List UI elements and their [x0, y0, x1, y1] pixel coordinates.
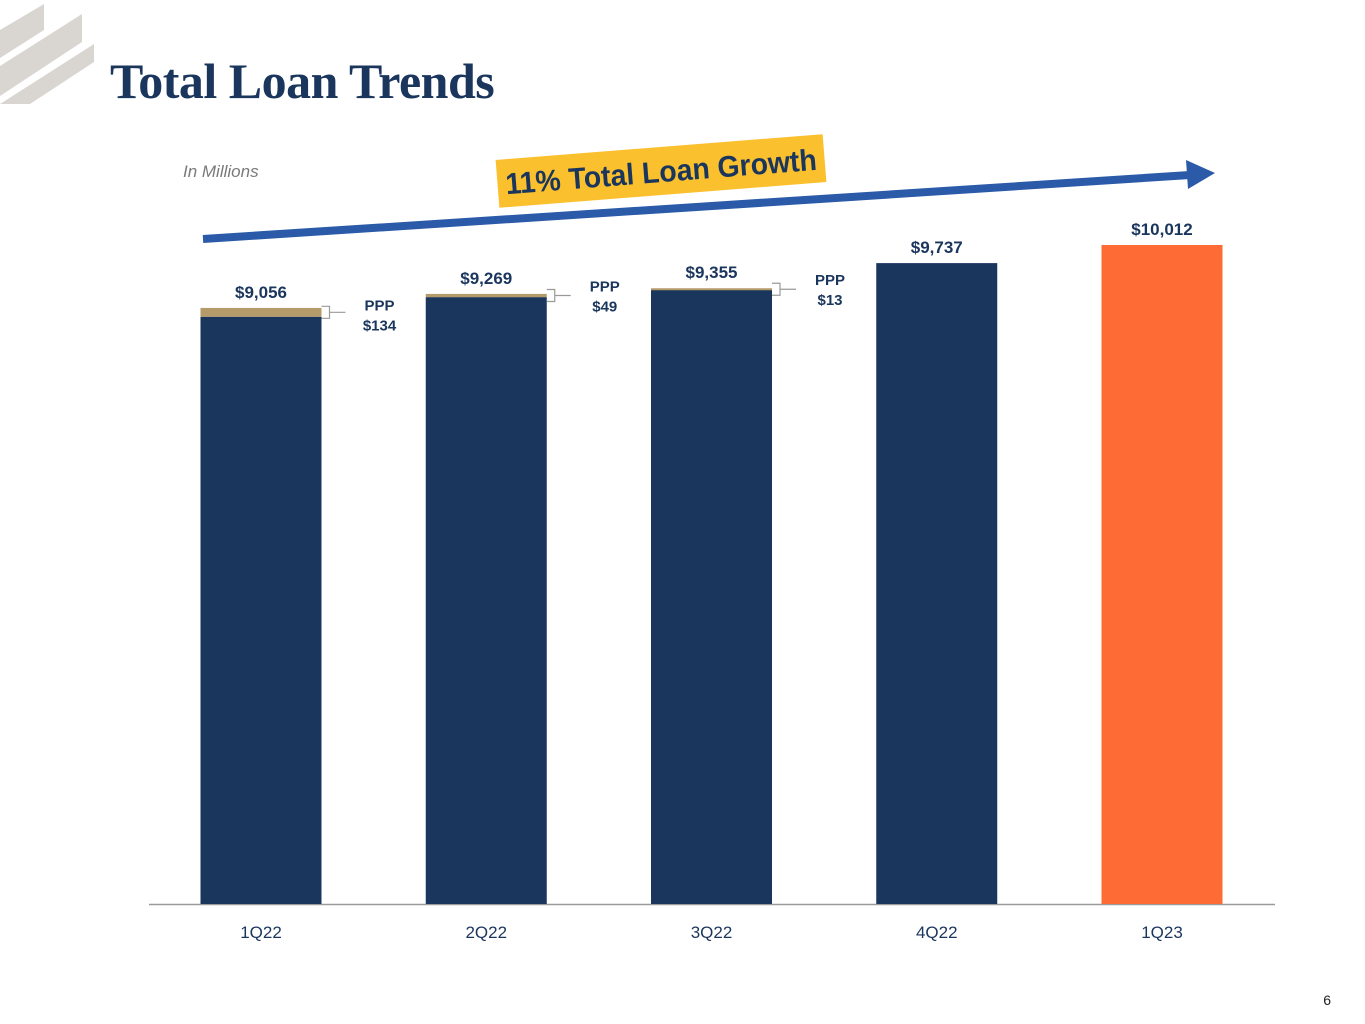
growth-arrow-head	[1186, 160, 1215, 189]
ppp-bracket	[546, 288, 571, 303]
ppp-segment-1q22	[200, 307, 322, 317]
x-tick-label: 3Q22	[691, 923, 733, 942]
annotation-highlight	[495, 134, 827, 208]
growth-arrow-shaft	[202, 171, 1191, 243]
x-tick-label: 1Q23	[1141, 923, 1183, 942]
ppp-bracket	[772, 282, 796, 296]
data-label: $10,012	[1131, 220, 1192, 239]
ppp-value-label: $13	[817, 292, 842, 309]
bar-4q22	[876, 263, 998, 904]
x-tick-label: 2Q22	[465, 923, 507, 942]
data-label: $9,269	[460, 269, 512, 288]
data-label: $9,737	[911, 238, 963, 257]
ppp-value-label: $49	[592, 299, 617, 316]
data-label: $9,056	[235, 283, 287, 302]
logo-stripe	[0, 44, 94, 104]
ppp-label: PPP	[364, 297, 394, 314]
ppp-value-label: $134	[363, 317, 397, 334]
x-tick-label: 1Q22	[240, 923, 282, 942]
growth-annotation: 11% Total Loan Growth	[495, 134, 827, 208]
data-label: $9,355	[686, 263, 738, 282]
company-logo	[0, 4, 94, 104]
bar-3q22	[651, 289, 772, 904]
bar-1q23	[1101, 245, 1223, 904]
units-note: In Millions	[183, 162, 259, 181]
page-number: 6	[1323, 992, 1331, 1008]
page-title: Total Loan Trends	[110, 53, 495, 109]
ppp-segment-3q22	[651, 288, 772, 291]
bar-2q22	[425, 297, 547, 904]
x-tick-label: 4Q22	[916, 923, 958, 942]
ppp-label: PPP	[590, 279, 620, 296]
ppp-segment-2q22	[425, 293, 547, 298]
bar-1q22	[200, 316, 322, 905]
ppp-label: PPP	[815, 272, 845, 289]
logo-stripe	[0, 14, 82, 96]
ppp-bracket	[321, 305, 346, 319]
logo-stripe	[0, 4, 44, 58]
